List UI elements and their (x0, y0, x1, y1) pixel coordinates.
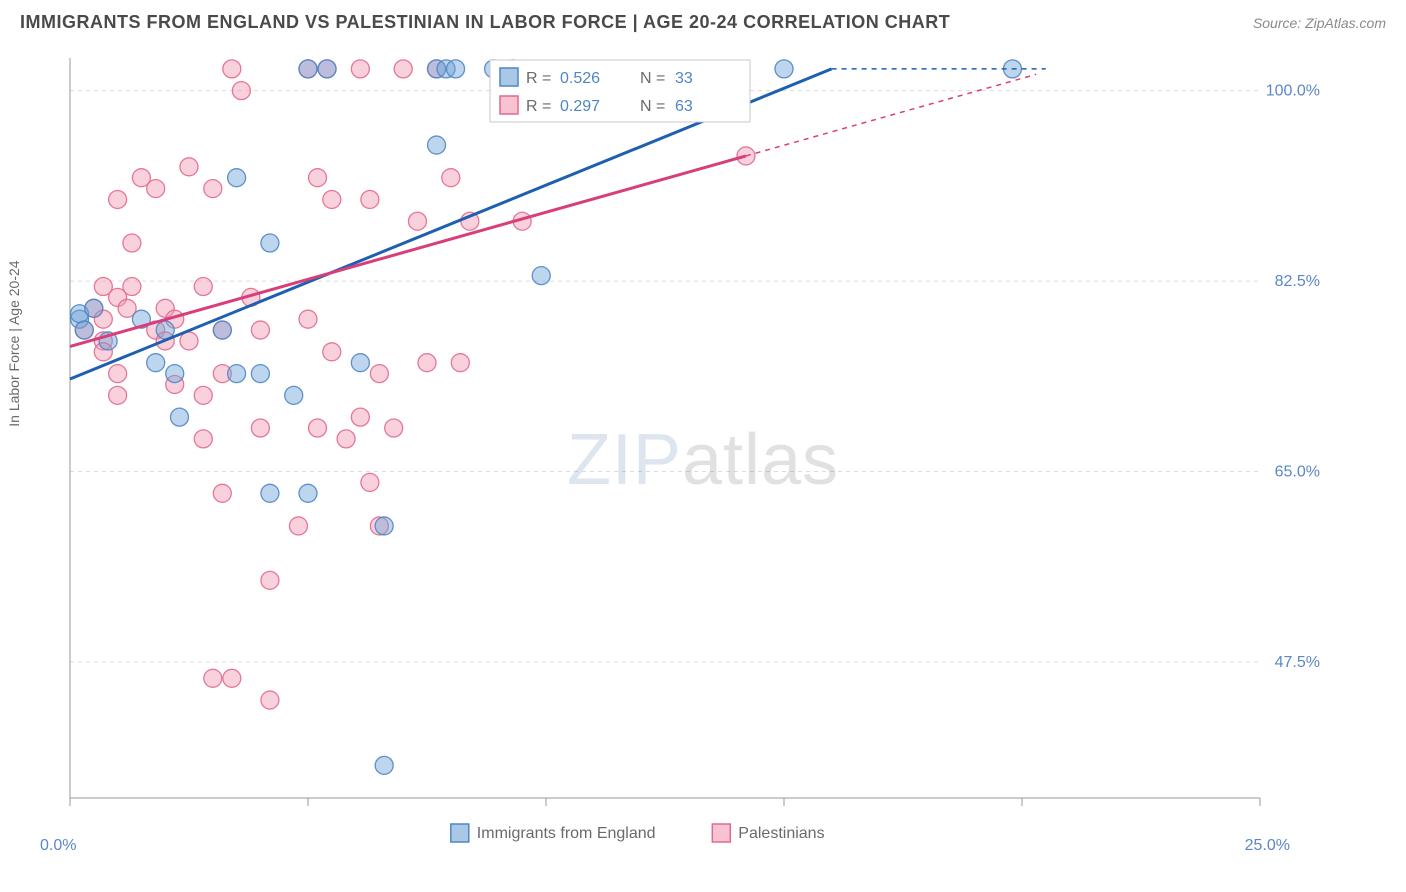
data-point (351, 60, 369, 78)
data-point (442, 169, 460, 187)
data-point (109, 190, 127, 208)
data-point (361, 190, 379, 208)
chart-title: IMMIGRANTS FROM ENGLAND VS PALESTINIAN I… (20, 12, 950, 33)
bottom-legend-label: Palestinians (738, 825, 824, 842)
data-point (285, 386, 303, 404)
data-point (194, 430, 212, 448)
data-point (323, 343, 341, 361)
data-point (323, 190, 341, 208)
legend-n-value: 63 (675, 98, 693, 115)
data-point (361, 473, 379, 491)
data-point (309, 169, 327, 187)
data-point (775, 60, 793, 78)
data-point (351, 408, 369, 426)
data-point (251, 321, 269, 339)
data-point (228, 365, 246, 383)
data-point (228, 169, 246, 187)
data-point (180, 158, 198, 176)
legend-swatch (500, 68, 518, 86)
data-point (309, 419, 327, 437)
data-point (223, 60, 241, 78)
data-point (375, 517, 393, 535)
data-point (318, 60, 336, 78)
data-point (261, 691, 279, 709)
data-point (204, 669, 222, 687)
x-tick-label: 25.0% (1245, 837, 1290, 854)
y-tick-label: 82.5% (1275, 273, 1320, 290)
y-tick-label: 100.0% (1266, 83, 1320, 100)
x-tick-label: 0.0% (40, 837, 76, 854)
y-tick-label: 65.0% (1275, 464, 1320, 481)
data-point (299, 484, 317, 502)
data-point (451, 354, 469, 372)
data-point (394, 60, 412, 78)
legend-n-label: N = (640, 98, 665, 115)
data-point (223, 669, 241, 687)
data-point (166, 365, 184, 383)
data-point (375, 756, 393, 774)
legend-r-value: 0.297 (560, 98, 600, 115)
source-attribution: Source: ZipAtlas.com (1253, 15, 1386, 31)
data-point (385, 419, 403, 437)
data-point (170, 408, 188, 426)
data-point (213, 484, 231, 502)
data-point (75, 321, 93, 339)
data-point (85, 299, 103, 317)
trend-line (70, 156, 746, 346)
data-point (194, 278, 212, 296)
y-axis-title: In Labor Force | Age 20-24 (6, 260, 22, 426)
data-point (213, 321, 231, 339)
data-point (232, 82, 250, 100)
data-point (299, 310, 317, 328)
data-point (337, 430, 355, 448)
data-point (370, 365, 388, 383)
bottom-legend-swatch (451, 824, 469, 842)
legend-r-label: R = (526, 70, 551, 87)
data-point (261, 571, 279, 589)
data-point (428, 136, 446, 154)
data-point (418, 354, 436, 372)
legend-r-value: 0.526 (560, 70, 600, 87)
data-point (123, 278, 141, 296)
data-point (147, 354, 165, 372)
y-tick-label: 47.5% (1275, 654, 1320, 671)
chart-container: In Labor Force | Age 20-24 47.5%65.0%82.… (20, 48, 1386, 872)
data-point (299, 60, 317, 78)
legend-n-label: N = (640, 70, 665, 87)
bottom-legend-label: Immigrants from England (477, 825, 656, 842)
data-point (194, 386, 212, 404)
data-point (289, 517, 307, 535)
data-point (204, 180, 222, 198)
legend-r-label: R = (526, 98, 551, 115)
data-point (532, 267, 550, 285)
bottom-legend-swatch (712, 824, 730, 842)
data-point (109, 365, 127, 383)
data-point (351, 354, 369, 372)
scatter-chart: 47.5% 65.0% 82.5% 100.0% 0.0% 25.0% R = 0.526 N … (20, 48, 1360, 868)
data-point (447, 60, 465, 78)
data-point (251, 419, 269, 437)
data-point (261, 234, 279, 252)
legend-n-value: 33 (675, 70, 693, 87)
data-point (123, 234, 141, 252)
data-point (109, 386, 127, 404)
data-point (261, 484, 279, 502)
data-point (408, 212, 426, 230)
data-point (251, 365, 269, 383)
data-point (147, 180, 165, 198)
legend-swatch (500, 96, 518, 114)
